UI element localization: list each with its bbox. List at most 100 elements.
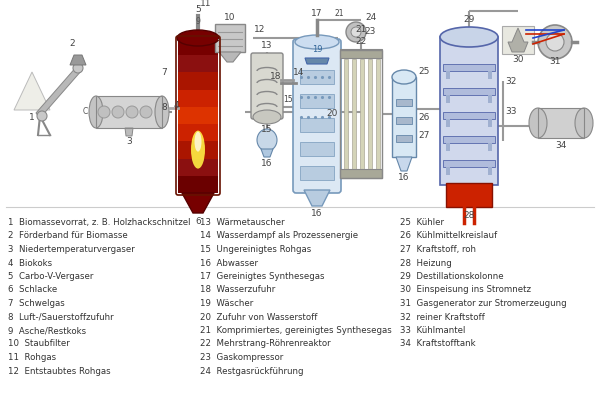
Ellipse shape [194, 132, 202, 152]
Text: 19  Wäscher: 19 Wäscher [200, 299, 253, 308]
FancyBboxPatch shape [293, 39, 341, 193]
Text: 25  Kühler: 25 Kühler [400, 218, 444, 227]
Text: 16  Abwasser: 16 Abwasser [200, 258, 258, 268]
Bar [446, 95, 450, 103]
Text: 34: 34 [556, 142, 566, 150]
Text: 25: 25 [418, 68, 430, 76]
Bar [396, 135, 412, 142]
Text: 31  Gasgenerator zur Stromerzeugung: 31 Gasgenerator zur Stromerzeugung [400, 299, 566, 308]
Text: 12: 12 [254, 26, 266, 34]
Bar [488, 143, 492, 151]
Bar [488, 119, 492, 127]
Circle shape [37, 111, 47, 121]
Text: 5  Carbo-V-Vergaser: 5 Carbo-V-Vergaser [8, 272, 94, 281]
Text: 4  Biokoks: 4 Biokoks [8, 258, 52, 268]
Text: 19: 19 [312, 46, 322, 54]
Text: 16: 16 [311, 210, 323, 218]
Bar [178, 124, 218, 141]
Text: 29  Destillationskolonne: 29 Destillationskolonne [400, 272, 503, 281]
FancyBboxPatch shape [392, 77, 416, 157]
Text: 27  Kraftstoff, roh: 27 Kraftstoff, roh [400, 245, 476, 254]
Text: 11: 11 [200, 0, 212, 8]
Ellipse shape [529, 108, 547, 138]
Text: 7  Schwelgas: 7 Schwelgas [8, 299, 65, 308]
Circle shape [98, 106, 110, 118]
Text: 3: 3 [126, 138, 132, 146]
Polygon shape [305, 58, 329, 64]
Polygon shape [14, 72, 50, 110]
Text: 20: 20 [326, 110, 338, 118]
Bar [396, 117, 412, 124]
Bar [446, 183, 492, 207]
Text: 32  reiner Kraftstoff: 32 reiner Kraftstoff [400, 312, 485, 322]
Text: 17: 17 [311, 10, 323, 18]
Text: 6: 6 [195, 216, 201, 226]
Text: C: C [82, 108, 88, 116]
Ellipse shape [177, 30, 219, 46]
Text: 31: 31 [549, 58, 561, 66]
Circle shape [140, 106, 152, 118]
Bar [488, 71, 492, 79]
Polygon shape [36, 65, 82, 118]
Ellipse shape [295, 35, 339, 49]
Text: 18: 18 [270, 72, 282, 81]
Text: 29: 29 [463, 14, 475, 24]
FancyBboxPatch shape [215, 24, 245, 52]
Bar [446, 143, 450, 151]
Polygon shape [125, 128, 133, 136]
Text: 23: 23 [364, 28, 376, 36]
Bar [443, 64, 495, 71]
Bar [178, 72, 218, 90]
Bar [360, 59, 364, 169]
Bar [178, 158, 218, 176]
Circle shape [73, 63, 83, 73]
Circle shape [538, 25, 572, 59]
Polygon shape [261, 149, 273, 157]
Bar [300, 94, 334, 108]
Bar [300, 70, 334, 84]
Text: 2: 2 [69, 40, 75, 48]
Ellipse shape [392, 70, 416, 84]
Bar [340, 169, 382, 178]
Text: 8  Luft-/Sauerstoffzufuhr: 8 Luft-/Sauerstoffzufuhr [8, 312, 113, 322]
Text: 22  Mehrstrang-Röhrenreaktor: 22 Mehrstrang-Röhrenreaktor [200, 340, 331, 348]
Bar [502, 26, 534, 54]
Text: 33: 33 [505, 106, 517, 116]
Bar [446, 71, 450, 79]
Text: 10: 10 [224, 12, 236, 22]
Text: 33  Kühlmantel: 33 Kühlmantel [400, 326, 466, 335]
Bar [178, 89, 218, 107]
Circle shape [546, 33, 564, 51]
Circle shape [346, 22, 366, 42]
Text: 22: 22 [355, 36, 367, 46]
Ellipse shape [440, 27, 498, 47]
Text: 24: 24 [365, 14, 377, 22]
Text: 26: 26 [418, 112, 430, 122]
Text: 14: 14 [293, 68, 305, 77]
Text: 27: 27 [418, 130, 430, 140]
Bar [300, 166, 334, 180]
Text: 10  Staubfilter: 10 Staubfilter [8, 340, 70, 348]
Text: 1: 1 [29, 112, 35, 122]
Bar [443, 112, 495, 119]
FancyBboxPatch shape [538, 108, 584, 138]
Bar [344, 59, 348, 169]
Bar [340, 49, 382, 58]
Text: 16: 16 [261, 158, 273, 168]
Text: 13: 13 [261, 42, 273, 50]
Text: 15  Ungereinigtes Rohgas: 15 Ungereinigtes Rohgas [200, 245, 311, 254]
Bar [443, 160, 495, 167]
Text: 21: 21 [334, 10, 344, 18]
Circle shape [112, 106, 124, 118]
Bar [396, 99, 412, 106]
Ellipse shape [253, 110, 281, 124]
Polygon shape [219, 52, 241, 62]
Text: 17  Gereinigtes Synthesegas: 17 Gereinigtes Synthesegas [200, 272, 325, 281]
Text: 20  Zufuhr von Wasserstoff: 20 Zufuhr von Wasserstoff [200, 312, 317, 322]
Circle shape [351, 27, 361, 37]
Ellipse shape [155, 96, 169, 128]
Bar [178, 38, 218, 55]
Text: 9: 9 [196, 18, 200, 26]
Text: 15: 15 [261, 124, 273, 134]
Text: 14  Wasserdampf als Prozessenergie: 14 Wasserdampf als Prozessenergie [200, 232, 358, 240]
